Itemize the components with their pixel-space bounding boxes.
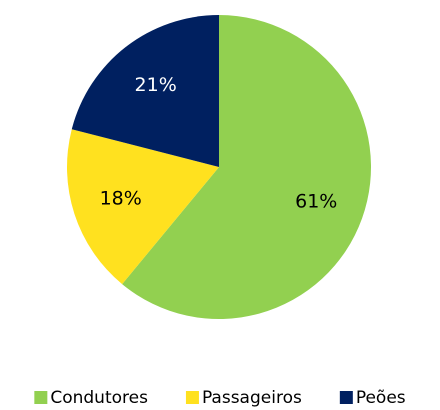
legend-label: Passageiros [202, 388, 302, 408]
data-label: 61% [295, 191, 337, 213]
legend-label: Peões [356, 388, 406, 408]
legend-swatch [34, 391, 48, 404]
pie-slice [71, 15, 219, 167]
pie-slice [67, 129, 220, 285]
legend-swatch [339, 391, 353, 404]
data-label: 21% [135, 74, 177, 96]
legend-label: Condutores [50, 388, 148, 408]
legend-swatch [185, 391, 199, 404]
data-label: 18% [100, 187, 142, 209]
pie-slice [122, 15, 371, 319]
